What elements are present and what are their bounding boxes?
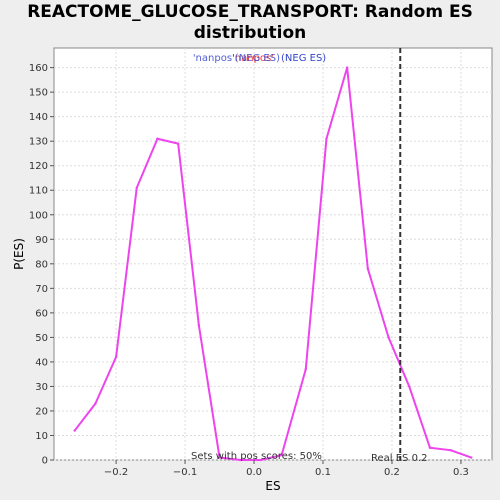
y-tick-label: 70 — [35, 284, 48, 295]
x-tick-label: 0.2 — [384, 467, 400, 478]
data-point — [449, 449, 451, 451]
x-tick-label: 0.0 — [246, 467, 262, 478]
x-tick-label: 0.3 — [453, 467, 469, 478]
data-point — [408, 385, 410, 387]
pos-scores-annotation: Sets with pos scores: 50% — [191, 451, 322, 462]
y-tick-label: 20 — [35, 406, 48, 417]
data-point — [156, 138, 158, 140]
y-tick-label: 10 — [35, 431, 48, 442]
data-point — [367, 268, 369, 270]
x-tick-label: 0.1 — [315, 467, 331, 478]
y-tick-label: 50 — [35, 333, 48, 344]
legend-text-neg-es-overlap: 'nanpos'(NEG ES) — [193, 53, 280, 64]
data-point — [470, 456, 472, 458]
y-tick-label: 160 — [29, 63, 48, 74]
plot-area — [54, 48, 492, 460]
data-point — [115, 356, 117, 358]
y-tick-label: 80 — [35, 259, 48, 270]
data-point — [346, 66, 348, 68]
y-tick-label: 130 — [29, 137, 48, 148]
data-point — [94, 402, 96, 404]
y-axis-label: P(ES) — [12, 238, 26, 270]
y-tick-label: 60 — [35, 308, 48, 319]
data-point — [325, 138, 327, 140]
real-es-annotation: Real ES 0.2 — [371, 453, 427, 464]
data-point — [429, 447, 431, 449]
data-point — [177, 142, 179, 144]
y-tick-label: 110 — [29, 186, 48, 197]
y-tick-label: 120 — [29, 161, 48, 172]
x-tick-label: −0.2 — [104, 467, 128, 478]
data-point — [198, 324, 200, 326]
y-tick-label: 30 — [35, 382, 48, 393]
x-axis-label: ES — [265, 479, 280, 493]
y-tick-label: 40 — [35, 357, 48, 368]
y-tick-label: 140 — [29, 112, 48, 123]
legend-text-neg-es: (NEG ES) — [281, 53, 326, 64]
y-tick-label: 150 — [29, 88, 48, 99]
y-tick-label: 0 — [42, 456, 48, 467]
y-tick-label: 100 — [29, 210, 48, 221]
data-point — [136, 187, 138, 189]
data-point — [305, 368, 307, 370]
y-tick-label: 90 — [35, 235, 48, 246]
data-point — [73, 429, 75, 431]
data-point — [387, 336, 389, 338]
x-tick-label: −0.1 — [173, 467, 197, 478]
